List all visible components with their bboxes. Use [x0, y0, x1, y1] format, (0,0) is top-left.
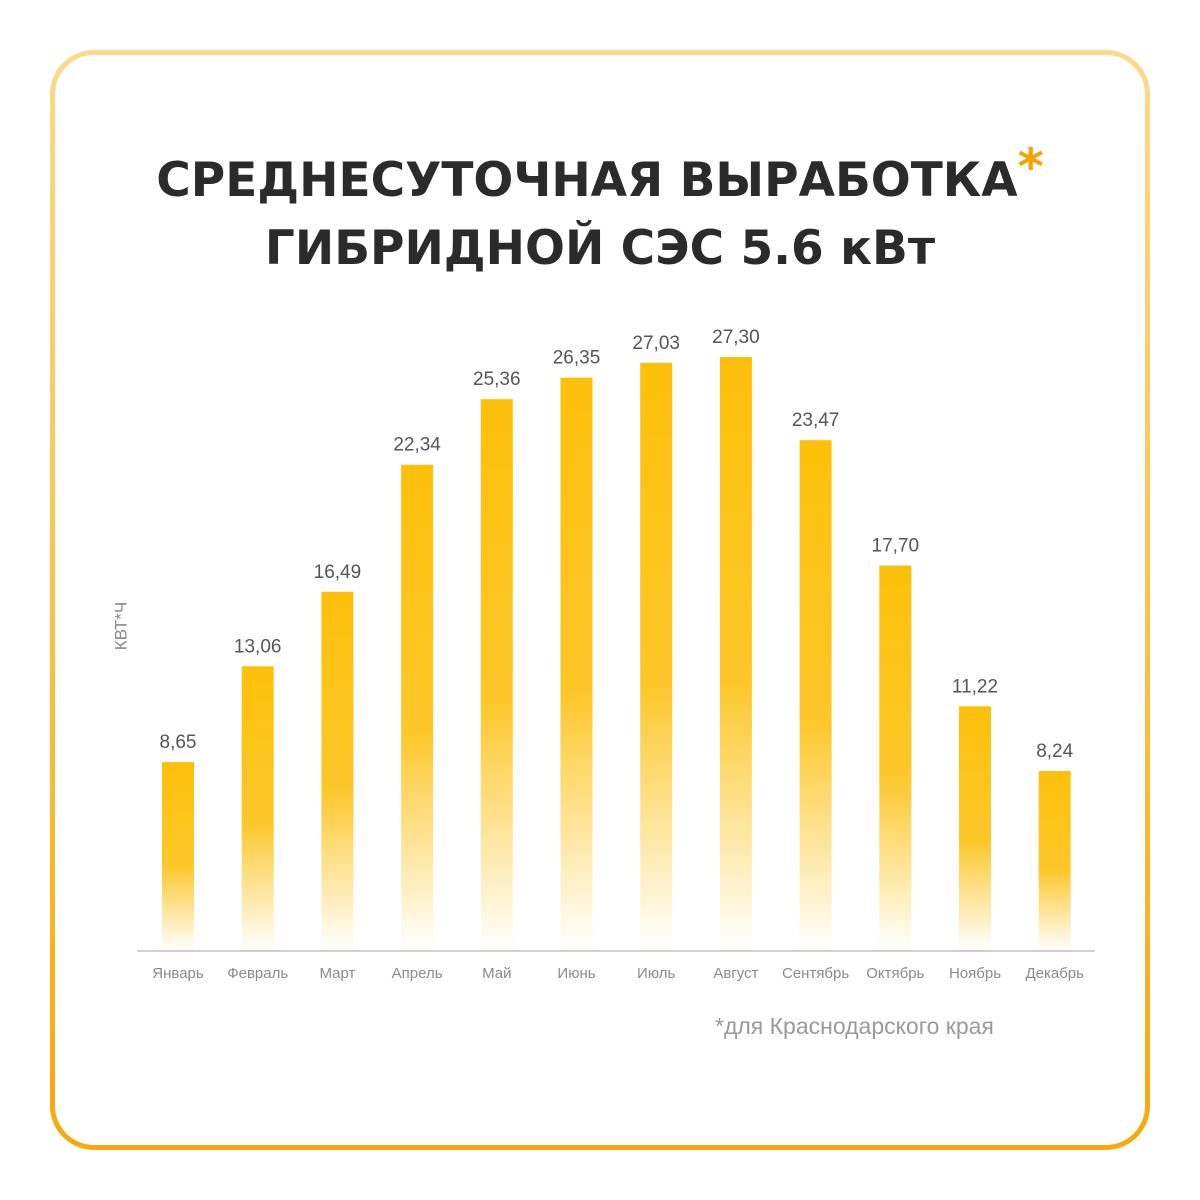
bar-6 [560, 377, 593, 951]
x-tick-label-1: Январь [152, 965, 204, 982]
value-label-6: 26,35 [553, 348, 601, 369]
y-axis-label: КВТ*Ч [111, 602, 130, 650]
x-tick-label-10: Октябрь [866, 965, 924, 982]
x-tick-label-7: Июль [637, 965, 675, 982]
bar-3 [321, 591, 354, 950]
x-tick-label-9: Сентябрь [782, 965, 849, 982]
title-line-1: СРЕДНЕСУТОЧНАЯ ВЫРАБОТКА* [55, 133, 1145, 215]
x-tick-label-3: Март [319, 965, 355, 982]
value-label-3: 16,49 [314, 562, 362, 583]
bar-chart: 8,65 13,06 16,49 22,34 25,36 26,35 27,03 27,30 2… [111, 327, 1095, 982]
card-body: СРЕДНЕСУТОЧНАЯ ВЫРАБОТКА* ГИБРИДНОЙ СЭС … [55, 55, 1145, 1145]
bar-2 [241, 666, 274, 950]
value-labels-group: 8,65 13,06 16,49 22,34 25,36 26,35 27,03 27,30 2… [160, 327, 1074, 762]
x-tick-label-5: Май [482, 965, 511, 982]
x-tick-label-4: Апрель [392, 965, 443, 982]
bar-12 [1038, 771, 1071, 950]
value-label-1: 8,65 [160, 732, 197, 753]
x-tick-label-8: Август [713, 965, 758, 982]
value-label-9: 23,47 [792, 410, 840, 431]
footnote: *для Краснодарского края [715, 1013, 994, 1039]
bars-group [162, 357, 1071, 951]
bar-4 [401, 464, 434, 950]
bar-10 [879, 565, 912, 950]
value-label-8: 27,30 [712, 327, 760, 348]
bar-7 [640, 362, 673, 950]
card-frame: СРЕДНЕСУТОЧНАЯ ВЫРАБОТКА* ГИБРИДНОЙ СЭС … [50, 50, 1150, 1150]
x-tick-label-11: Ноябрь [949, 965, 1001, 982]
bar-9 [799, 440, 832, 950]
value-label-11: 11,22 [952, 676, 998, 697]
value-label-12: 8,24 [1036, 741, 1073, 762]
value-label-2: 13,06 [234, 636, 282, 657]
title-line-1-text: СРЕДНЕСУТОЧНАЯ ВЫРАБОТКА [156, 153, 1018, 208]
value-label-5: 25,36 [473, 369, 521, 390]
title-line-2: ГИБРИДНОЙ СЭС 5.6 кВт [264, 221, 936, 276]
value-label-4: 22,34 [393, 435, 441, 456]
x-tick-label-2: Февраль [227, 965, 288, 982]
bar-11 [959, 706, 991, 950]
value-label-7: 27,03 [632, 333, 680, 354]
bar-5 [480, 399, 513, 951]
bar-1 [162, 762, 194, 950]
value-label-10: 17,70 [872, 536, 920, 557]
x-tick-label-6: Июнь [557, 965, 595, 982]
x-tick-labels-group: Январь Февраль Март Апрель Май Июнь Июль Август… [152, 965, 1084, 982]
x-tick-label-12: Декабрь [1025, 965, 1084, 982]
chart-title: СРЕДНЕСУТОЧНАЯ ВЫРАБОТКА* ГИБРИДНОЙ СЭС … [55, 133, 1145, 283]
bar-8 [719, 357, 752, 950]
title-asterisk: * [1017, 138, 1044, 196]
